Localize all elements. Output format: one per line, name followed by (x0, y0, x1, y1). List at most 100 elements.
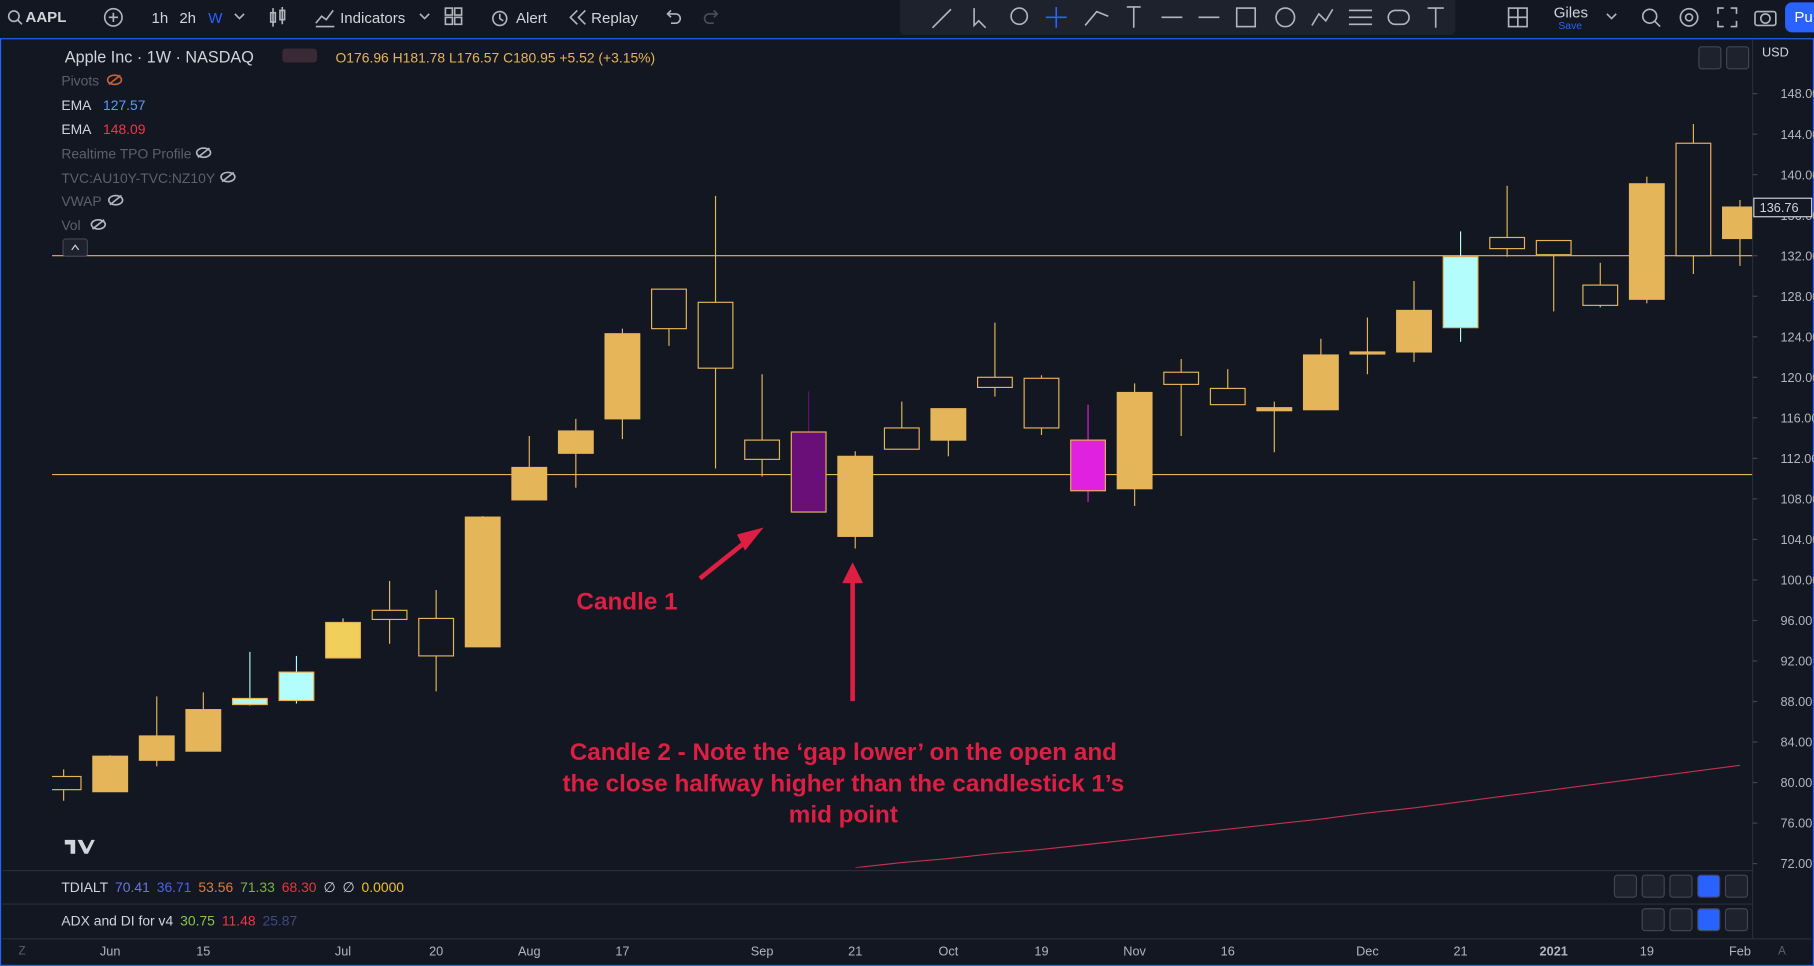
hidden-eye[interactable] (90, 218, 107, 231)
interval[interactable]: W (208, 9, 223, 27)
candle-body (464, 516, 501, 648)
candle-body (511, 466, 548, 501)
replay-icon[interactable] (568, 9, 587, 25)
timezone-button[interactable]: Z (18, 945, 26, 958)
currency[interactable]: USD (1761, 46, 1789, 61)
change: +5.52 (+3.15%) (559, 49, 656, 66)
pane-adx: ADX and DI for v4 30.75 11.48 25.87 (2, 903, 1753, 938)
y-tick-label: 144.00 (1780, 127, 1814, 142)
account-button[interactable]: Pu (1785, 2, 1814, 33)
indicator[interactable]: EMA 127.57 (61, 97, 145, 113)
indicator-value: 148.09 (102, 121, 146, 138)
pane-value: 0.0000 (361, 879, 405, 896)
y-tick-label: 88.00 (1780, 694, 1812, 709)
hidden-eye[interactable] (220, 171, 236, 183)
candle-body (697, 301, 734, 369)
pane-value: 36.71 (156, 879, 192, 896)
interval[interactable]: 2h (179, 9, 197, 27)
symbol[interactable]: AAPL (25, 8, 67, 26)
open: O176.96 (335, 49, 389, 66)
x-tick-label: 17 (615, 944, 629, 959)
indicator[interactable]: VWAP (61, 193, 102, 210)
y-tick-label: 84.00 (1780, 735, 1812, 750)
pane-value: 25.87 (262, 912, 298, 929)
pane-legend: TDIALT 70.41 36.71 53.56 71.33 68.30 ∅ ∅ 0.0000 (61, 879, 411, 895)
chevron[interactable] (234, 12, 246, 21)
candle-body (837, 455, 874, 537)
indicators-icon[interactable] (315, 7, 336, 28)
quick-search[interactable] (1640, 7, 1661, 28)
x-tick-label: Jul (335, 944, 351, 959)
pane-value: ∅ (323, 879, 336, 896)
status-badge (282, 48, 317, 63)
pane-maximize[interactable] (1697, 874, 1721, 898)
interval[interactable]: 1h (151, 9, 169, 27)
indicator[interactable]: Pivots (61, 72, 100, 90)
y-tick-label: 92.00 (1780, 654, 1812, 669)
chevron[interactable] (1606, 12, 1618, 21)
last-price-box (1753, 197, 1813, 218)
indicator[interactable]: TVC:AU10Y-TVC:NZ10Y (61, 170, 216, 187)
snapshot[interactable] (1754, 7, 1777, 28)
pane-name: TDIALT (61, 879, 109, 896)
pane-up[interactable] (1613, 874, 1637, 898)
alert-button[interactable]: Alert (515, 9, 547, 27)
indicator[interactable]: Realtime TPO Profile (61, 145, 192, 162)
hidden-eye[interactable] (106, 74, 123, 86)
indicators-button[interactable]: Indicators (340, 9, 406, 27)
candle-body (371, 609, 408, 621)
pane-maximize[interactable] (1697, 908, 1721, 932)
undo[interactable] (664, 9, 683, 25)
candle-icon[interactable] (268, 6, 287, 28)
pane-close[interactable] (1669, 874, 1693, 898)
close: C180.95 (503, 49, 556, 66)
candle-body (52, 775, 82, 791)
y-tick-label: 140.00 (1780, 167, 1814, 182)
indicator-value: 127.57 (102, 97, 146, 114)
ema-line (855, 764, 1741, 868)
layout-grid[interactable] (1507, 7, 1528, 28)
redo[interactable] (702, 9, 721, 25)
y-tick-label: 116.00 (1780, 410, 1814, 425)
y-tick-label: 128.00 (1780, 289, 1814, 304)
candle-body (1349, 351, 1386, 355)
hidden-eye[interactable] (195, 147, 212, 159)
candle-body (1396, 309, 1432, 353)
pane-restore[interactable] (1724, 908, 1749, 932)
arrow-head (842, 562, 864, 584)
plot-area (52, 124, 1753, 868)
pane-close[interactable] (1669, 908, 1693, 932)
layout-icon[interactable] (444, 7, 463, 26)
candle-body (1535, 239, 1572, 256)
pane-down[interactable] (1641, 874, 1665, 898)
replay-button[interactable]: Replay (591, 9, 638, 27)
indicator-name: EMA (61, 121, 92, 138)
y-tick-label: 132.00 (1780, 248, 1814, 263)
candle-body (231, 697, 268, 706)
alert-icon[interactable] (489, 7, 510, 28)
collapse-legend[interactable] (62, 238, 88, 257)
search-icon[interactable] (7, 9, 23, 25)
pane-up[interactable] (1641, 908, 1665, 932)
pane-value: 70.41 (115, 879, 150, 896)
y-tick-label: 104.00 (1780, 532, 1814, 547)
add-symbol[interactable] (103, 7, 124, 28)
x-tick-label: 2021 (1540, 944, 1568, 959)
fullscreen[interactable] (1717, 7, 1738, 28)
indicator[interactable]: EMA 148.09 (61, 121, 145, 137)
drawing-tools[interactable] (900, 0, 1455, 35)
hidden-eye[interactable] (107, 194, 124, 206)
auto-scale-button[interactable]: A (1778, 945, 1786, 958)
reset-button[interactable] (1726, 46, 1750, 70)
pane-restore[interactable] (1724, 874, 1749, 898)
candle-body (1675, 142, 1712, 257)
y-tick-label: 72.00 (1780, 856, 1812, 871)
user-name[interactable]: Giles (1553, 3, 1588, 21)
x-tick-label: Sep (751, 944, 774, 959)
scroll-button[interactable] (1698, 46, 1722, 70)
settings[interactable] (1679, 7, 1700, 28)
chevron[interactable] (419, 12, 431, 21)
indicator[interactable]: Vol (61, 217, 81, 234)
save-button[interactable]: Save (1558, 19, 1583, 32)
